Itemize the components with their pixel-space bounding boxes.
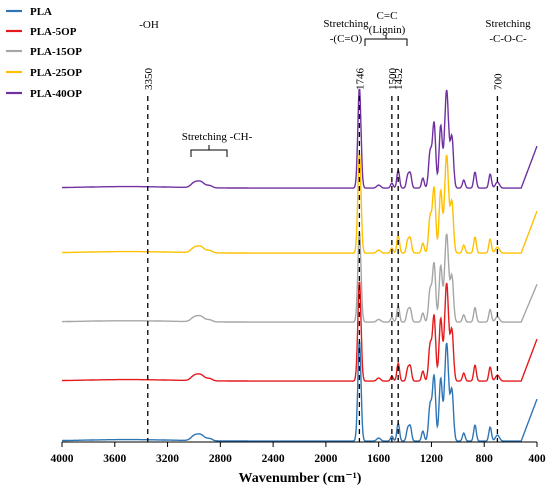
- x-tick-label-800: 800: [476, 453, 494, 465]
- legend-label-pla: PLA: [30, 6, 52, 18]
- annotation-c-c: C=C: [377, 10, 398, 22]
- annotation-stretching-co: Stretching: [323, 18, 369, 30]
- reference-label-3350: 3350: [143, 68, 155, 91]
- x-tick-label-3200: 3200: [156, 453, 179, 465]
- series-line-pla-40op: [62, 88, 538, 189]
- series-line-pla-15op: [62, 232, 538, 323]
- legend-entry-pla-25op: PLA-25OP: [6, 67, 82, 79]
- annotation-oh: -OH: [139, 19, 159, 31]
- x-axis-ticks: 4000 3600 3200 2800 2400 2000 1600 1200 800 400: [51, 442, 546, 465]
- reference-label-700: 700: [492, 73, 504, 90]
- series-line-pla: [62, 341, 538, 442]
- annotations: -OH Stretching -CH- Stretching -(C=O) C=…: [139, 10, 531, 157]
- series-layer: [62, 88, 538, 442]
- legend-label-pla-5op: PLA-5OP: [30, 26, 77, 38]
- x-tick-label-400: 400: [528, 453, 546, 465]
- bracket-lignin: [364, 35, 408, 46]
- legend-label-pla-40op: PLA-40OP: [30, 88, 82, 100]
- annotation-c-o: -(C=O): [330, 33, 363, 45]
- annotation-lignin: (Lignin): [369, 24, 406, 36]
- x-tick-label-2800: 2800: [209, 453, 232, 465]
- x-axis-title: Wavenumber (cm⁻¹): [239, 471, 362, 486]
- annotation-coc: -C-O-C-: [489, 33, 527, 45]
- reference-label-1746: 1746: [354, 68, 366, 91]
- x-tick-label-1200: 1200: [420, 453, 443, 465]
- x-tick-label-1600: 1600: [367, 453, 390, 465]
- x-tick-label-3600: 3600: [103, 453, 126, 465]
- legend-entry-pla-5op: PLA-5OP: [6, 26, 77, 38]
- x-tick-label-2400: 2400: [262, 453, 285, 465]
- legend-entry-pla-40op: PLA-40OP: [6, 88, 82, 100]
- legend-label-pla-15op: PLA-15OP: [30, 46, 82, 58]
- legend: PLA PLA-5OP PLA-15OP PLA-25OP PLA-40OP: [6, 6, 82, 100]
- annotation-stretching-ch: Stretching -CH-: [182, 131, 253, 143]
- series-line-pla-25op: [62, 153, 538, 254]
- legend-entry-pla: PLA: [6, 6, 52, 18]
- series-line-pla-5op: [62, 281, 538, 382]
- x-tick-label-2000: 2000: [314, 453, 337, 465]
- legend-entry-pla-15op: PLA-15OP: [6, 46, 82, 58]
- reference-label-1452: 1452: [393, 68, 405, 90]
- x-tick-label-4000: 4000: [51, 453, 74, 465]
- bracket-ch: [190, 145, 228, 157]
- annotation-stretching-coc: Stretching: [485, 18, 531, 30]
- reference-label-1500: 1500: [387, 68, 399, 91]
- legend-label-pla-25op: PLA-25OP: [30, 67, 82, 79]
